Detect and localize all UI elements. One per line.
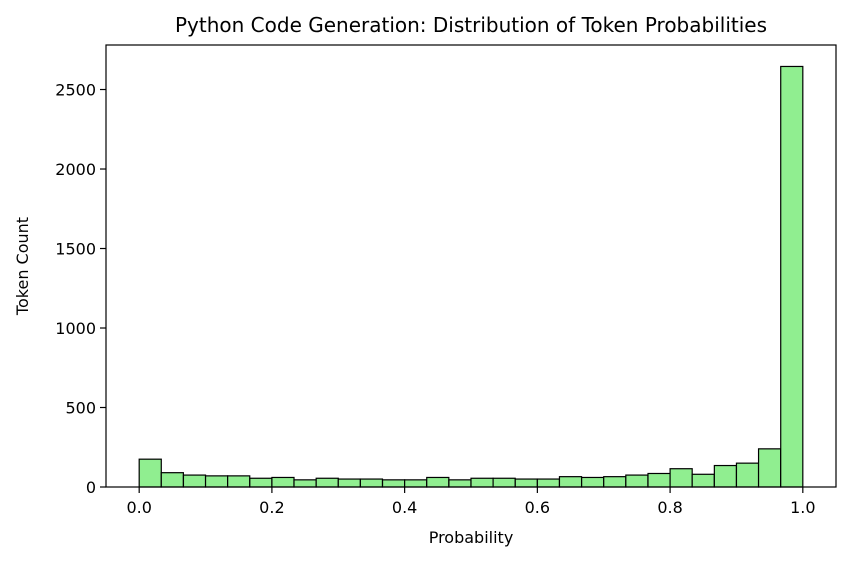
histogram-bar bbox=[492, 477, 516, 488]
y-tick-label: 0 bbox=[86, 478, 96, 497]
histogram-bar bbox=[182, 474, 207, 488]
x-tick-label: 0.6 bbox=[525, 498, 550, 517]
histogram-bar bbox=[381, 479, 406, 488]
x-axis-ticks: 0.0 0.2 0.4 0.6 0.8 1.0 bbox=[126, 487, 816, 517]
histogram-bar bbox=[315, 477, 339, 488]
x-axis-label: Probability bbox=[429, 528, 514, 547]
histogram-bar bbox=[780, 65, 804, 488]
y-tick-label: 1000 bbox=[55, 319, 96, 338]
histogram-bar bbox=[249, 477, 273, 488]
histogram-bar bbox=[138, 458, 162, 488]
histogram-bar bbox=[470, 477, 494, 488]
x-tick-label: 0.8 bbox=[657, 498, 682, 517]
chart-title: Python Code Generation: Distribution of … bbox=[175, 13, 767, 37]
histogram-bar bbox=[536, 478, 561, 488]
y-tick-label: 500 bbox=[65, 399, 96, 418]
histogram-bar bbox=[757, 448, 782, 488]
histogram-bar bbox=[160, 472, 184, 488]
histogram-bar bbox=[669, 468, 693, 488]
histogram-bar bbox=[448, 479, 472, 488]
histogram-bar bbox=[558, 476, 583, 488]
y-tick-label: 1500 bbox=[55, 240, 96, 259]
histogram-bar bbox=[271, 476, 295, 488]
x-tick-label: 0.0 bbox=[126, 498, 151, 517]
y-tick-label: 2500 bbox=[55, 81, 96, 100]
histogram-bar bbox=[227, 475, 251, 488]
y-tick-label: 2000 bbox=[55, 160, 96, 179]
histogram-bar bbox=[204, 475, 229, 488]
plot-frame bbox=[105, 44, 837, 488]
histogram-bar bbox=[691, 473, 715, 488]
histogram-bar bbox=[514, 478, 538, 488]
bars-group bbox=[138, 65, 804, 488]
y-axis-label: Token Count bbox=[13, 217, 32, 316]
histogram-bar bbox=[293, 479, 317, 488]
histogram-bar bbox=[337, 478, 361, 488]
histogram-bar bbox=[625, 474, 649, 488]
histogram-bar bbox=[647, 472, 671, 488]
histogram-bar bbox=[426, 476, 450, 488]
x-tick-label: 0.2 bbox=[259, 498, 284, 517]
histogram-bar bbox=[603, 476, 627, 488]
histogram-bar bbox=[359, 478, 384, 488]
histogram-bar bbox=[735, 462, 760, 488]
x-tick-label: 1.0 bbox=[790, 498, 815, 517]
histogram-bar bbox=[581, 476, 605, 488]
histogram-bar bbox=[713, 464, 738, 488]
histogram-bar bbox=[404, 479, 428, 488]
y-axis-ticks: 0 500 1000 1500 2000 2500 bbox=[55, 81, 106, 497]
x-tick-label: 0.4 bbox=[392, 498, 417, 517]
